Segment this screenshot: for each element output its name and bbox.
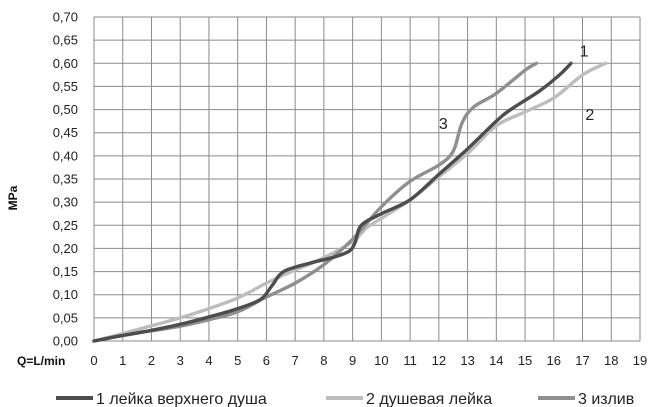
- series-lines: [92, 61, 608, 343]
- x-tick-label: 7: [292, 353, 299, 368]
- x-tick-label: 8: [320, 353, 327, 368]
- x-tick-labels: 0 1 2 3 4 5 6 7 8 9 10 11 12 13 14 15 16 17 18 19: [90, 353, 647, 368]
- x-tick-label: 17: [575, 353, 589, 368]
- legend-item-3: 3 излив: [538, 391, 634, 407]
- y-tick-label: 0,45: [53, 125, 78, 140]
- y-tick-label: 0,65: [53, 33, 78, 48]
- grid-lines: [93, 16, 641, 342]
- x-tick-label: 11: [403, 353, 417, 368]
- y-tick-label: 0,10: [53, 287, 78, 302]
- y-tick-label: 0,00: [53, 334, 78, 349]
- x-tick-label: 12: [432, 353, 446, 368]
- legend-label-3: 3 излив: [578, 391, 634, 407]
- x-tick-label: 0: [90, 353, 97, 368]
- x-tick-label: 6: [263, 353, 270, 368]
- legend-item-2: 2 душевая лейка: [326, 391, 492, 407]
- x-tick-label: 5: [234, 353, 241, 368]
- y-tick-label: 0,60: [53, 56, 78, 71]
- y-tick-label: 0,05: [53, 310, 78, 325]
- series-line-1: [92, 61, 573, 343]
- x-tick-label: 15: [518, 353, 532, 368]
- x-tick-label: 16: [547, 353, 561, 368]
- legend-label-2: 2 душевая лейка: [366, 391, 492, 407]
- x-tick-label: 1: [119, 353, 126, 368]
- series-line-3: [92, 61, 539, 343]
- legend-label-1: 1 лейка верхнего душа: [96, 391, 267, 407]
- curve-label-1: 1: [580, 43, 589, 60]
- curve-labels: 1 2 3: [439, 43, 595, 133]
- x-tick-label: 10: [374, 353, 388, 368]
- x-tick-label: 13: [460, 353, 474, 368]
- y-tick-label: 0,25: [53, 218, 78, 233]
- y-tick-label: 0,55: [53, 79, 78, 94]
- y-tick-label: 0,35: [53, 172, 78, 187]
- y-tick-labels: 0,00 0,05 0,10 0,15 0,20 0,25 0,30 0,35 0,40 0,45…: [53, 10, 78, 349]
- x-tick-label: 14: [489, 353, 503, 368]
- y-tick-label: 0,20: [53, 241, 78, 256]
- y-tick-label: 0,70: [53, 10, 78, 25]
- y-tick-label: 0,50: [53, 102, 78, 117]
- x-tick-label: 2: [148, 353, 155, 368]
- legend-item-1: 1 лейка верхнего душа: [56, 391, 267, 407]
- curve-label-3: 3: [439, 116, 448, 133]
- y-tick-label: 0,30: [53, 195, 78, 210]
- x-tick-label: 3: [177, 353, 184, 368]
- legend: 1 лейка верхнего душа 2 душевая лейка 3 …: [56, 391, 634, 407]
- y-tick-label: 0,40: [53, 148, 78, 163]
- y-tick-label: 0,15: [53, 264, 78, 279]
- curve-label-2: 2: [585, 107, 594, 124]
- y-axis-title: MPa: [6, 185, 20, 210]
- x-tick-label: 18: [604, 353, 618, 368]
- x-tick-label: 9: [349, 353, 356, 368]
- series-line-2: [92, 61, 608, 343]
- x-tick-label: 4: [205, 353, 212, 368]
- x-tick-label: 19: [633, 353, 647, 368]
- x-axis-title: Q=L/min: [17, 354, 65, 368]
